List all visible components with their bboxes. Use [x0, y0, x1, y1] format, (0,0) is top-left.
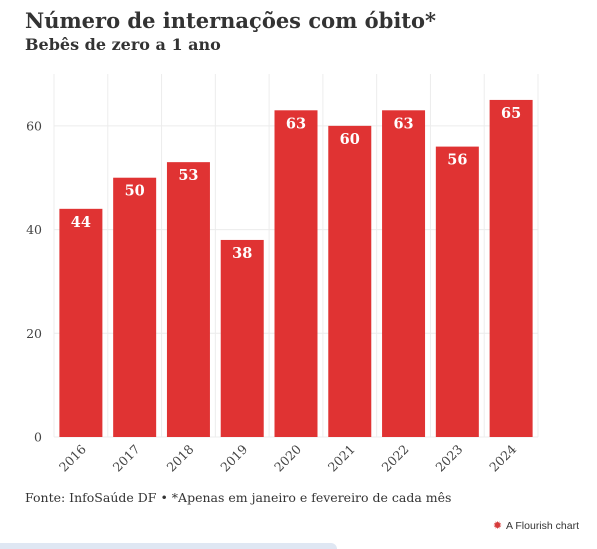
x-tick-label: 2024 — [486, 441, 519, 474]
bar — [274, 110, 318, 438]
data-label: 44 — [71, 214, 91, 231]
chart-footer: Fonte: InfoSaúde DF • *Apenas em janeiro… — [25, 490, 451, 505]
data-label: 65 — [501, 105, 521, 122]
bar — [59, 208, 103, 437]
data-label: 50 — [125, 183, 145, 200]
bar — [489, 99, 533, 437]
bar — [220, 239, 264, 437]
x-tick-label: 2017 — [110, 441, 143, 474]
x-axis-ticks: 2016 2017 2018 2019 2020 2021 2022 2023 2024 — [56, 441, 519, 474]
footer-source: Fonte: InfoSaúde DF — [25, 490, 157, 505]
x-tick-label: 2021 — [325, 442, 358, 475]
flourish-label: A Flourish chart — [506, 520, 579, 532]
bar — [382, 110, 426, 438]
bar — [435, 146, 479, 437]
y-tick-label: 20 — [26, 326, 42, 341]
footer-separator: • — [160, 490, 168, 505]
data-labels: 44 50 53 38 63 60 63 56 65 — [71, 105, 521, 262]
y-tick-label: 40 — [26, 222, 42, 237]
x-tick-label: 2016 — [56, 441, 89, 474]
chart-subtitle: Bebês de zero a 1 ano — [25, 35, 221, 54]
flourish-logo-icon: ✹ — [492, 519, 503, 532]
x-tick-label: 2020 — [271, 441, 304, 474]
footer-note: *Apenas em janeiro e fevereiro de cada m… — [171, 490, 452, 505]
y-tick-label: 0 — [34, 430, 42, 445]
data-label: 60 — [340, 131, 360, 148]
x-tick-label: 2018 — [163, 441, 196, 474]
bar — [328, 125, 372, 437]
y-axis-ticks: 0 20 40 60 — [26, 118, 42, 444]
chart-title: Número de internações com óbito* — [25, 8, 436, 33]
bars — [59, 99, 533, 438]
bottom-strip — [0, 543, 337, 549]
bar — [166, 162, 210, 437]
data-label: 38 — [232, 245, 252, 262]
x-tick-label: 2022 — [379, 442, 412, 475]
y-tick-label: 60 — [26, 118, 42, 133]
x-tick-label: 2019 — [217, 441, 250, 474]
data-label: 53 — [178, 167, 198, 184]
data-label: 56 — [447, 152, 467, 169]
data-label: 63 — [286, 115, 306, 132]
flourish-attribution[interactable]: ✹ A Flourish chart — [493, 520, 579, 532]
data-label: 63 — [393, 115, 413, 132]
bar — [113, 177, 157, 437]
x-tick-label: 2023 — [432, 441, 465, 474]
